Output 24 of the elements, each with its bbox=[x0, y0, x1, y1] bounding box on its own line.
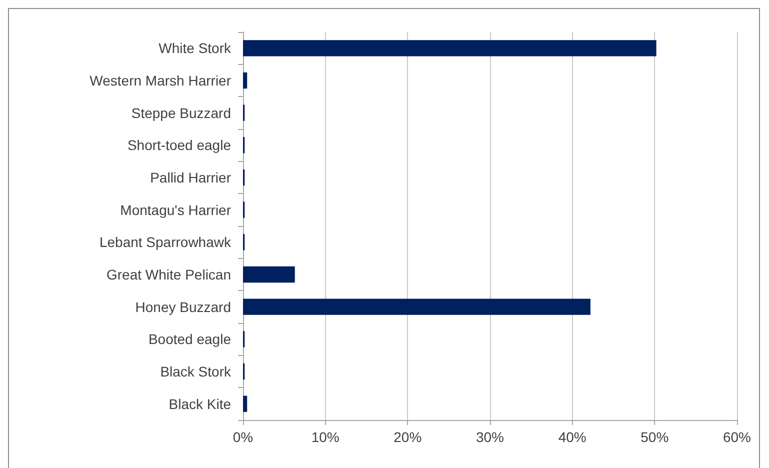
y-tick-label: Short-toed eagle bbox=[127, 137, 232, 154]
bar bbox=[243, 396, 248, 412]
y-tick-label: Great White Pelican bbox=[106, 266, 231, 282]
y-tick-label: Pallid Harrier bbox=[150, 170, 232, 186]
y-tick-label: Black Kite bbox=[168, 396, 232, 412]
bar bbox=[243, 266, 295, 283]
y-tick-label: Lebant Sparrowhawk bbox=[99, 234, 232, 250]
x-tick-label: 30% bbox=[476, 429, 504, 445]
y-tick-label: Steppe Buzzard bbox=[131, 104, 231, 121]
y-tick-label: Booted eagle bbox=[148, 331, 232, 348]
x-tick-label: 20% bbox=[394, 429, 422, 445]
y-tick-label: Montagu's Harrier bbox=[120, 202, 232, 218]
y-tick-label: Black Stork bbox=[160, 364, 232, 380]
x-tick-label: 50% bbox=[640, 429, 669, 445]
bar bbox=[243, 298, 590, 315]
x-tick-label: 40% bbox=[558, 429, 586, 445]
y-tick-label: White Stork bbox=[158, 40, 232, 56]
x-tick-label: 0% bbox=[232, 429, 254, 445]
y-tick-label: Honey Buzzard bbox=[135, 298, 231, 315]
y-tick-label: Western Marsh Harrier bbox=[90, 72, 232, 88]
x-tick-label: 60% bbox=[722, 429, 752, 445]
bar bbox=[243, 72, 248, 89]
bar bbox=[243, 40, 656, 56]
x-tick-label: 10% bbox=[311, 429, 340, 445]
